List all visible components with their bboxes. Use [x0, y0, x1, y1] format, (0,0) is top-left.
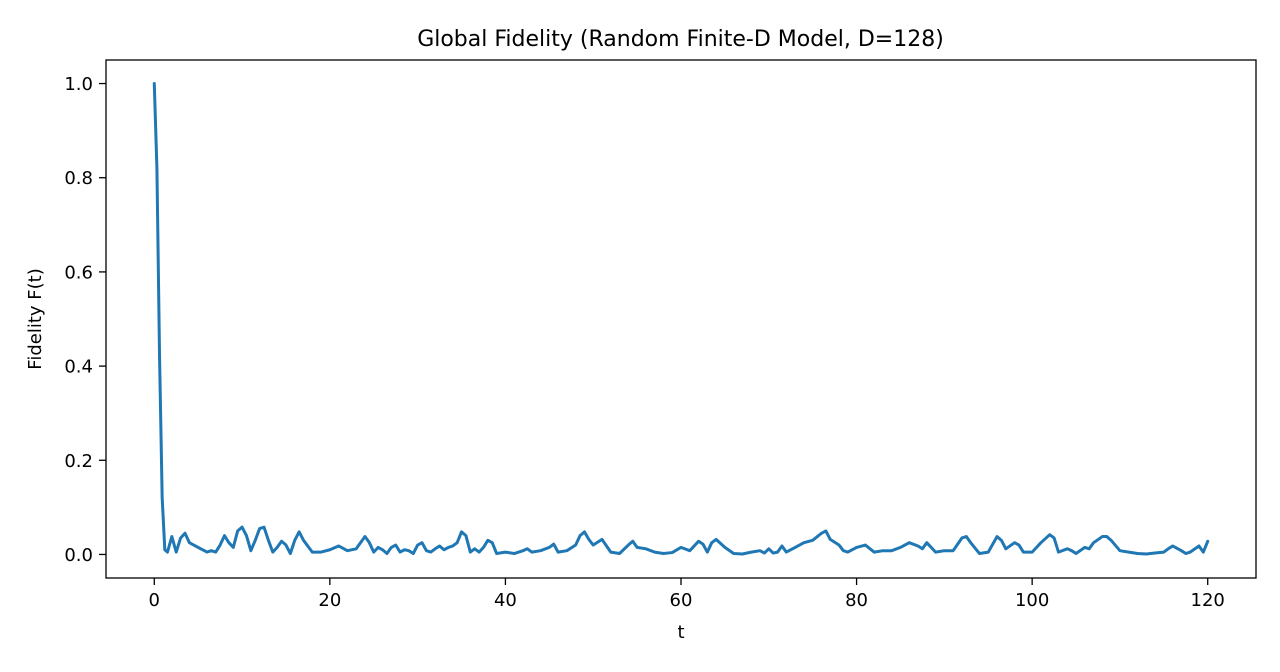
y-tick-label: 1.0 — [64, 74, 93, 95]
y-tick-label: 0.2 — [64, 451, 93, 472]
chart-title: Global Fidelity (Random Finite-D Model, … — [417, 27, 944, 52]
x-tick-label: 20 — [318, 590, 341, 611]
y-axis-title: Fidelity F(t) — [25, 268, 46, 369]
y-tick-label: 0.4 — [64, 357, 93, 378]
x-tick-label: 100 — [1015, 590, 1049, 611]
y-tick-label: 0.6 — [64, 262, 93, 283]
y-tick-label: 0.0 — [64, 545, 93, 566]
x-tick-label: 80 — [845, 590, 868, 611]
x-axis-title: t — [677, 622, 684, 643]
y-tick-label: 0.8 — [64, 168, 93, 189]
x-tick-label: 60 — [670, 590, 693, 611]
x-tick-label: 0 — [149, 590, 160, 611]
fidelity-series-line — [152, 82, 1210, 556]
y-axis: 0.0 0.2 0.4 0.6 0.8 1.0 — [64, 74, 106, 566]
x-tick-label: 40 — [494, 590, 517, 611]
x-tick-label: 120 — [1191, 590, 1225, 611]
x-axis: 0 20 40 60 80 100 120 — [149, 578, 1225, 611]
